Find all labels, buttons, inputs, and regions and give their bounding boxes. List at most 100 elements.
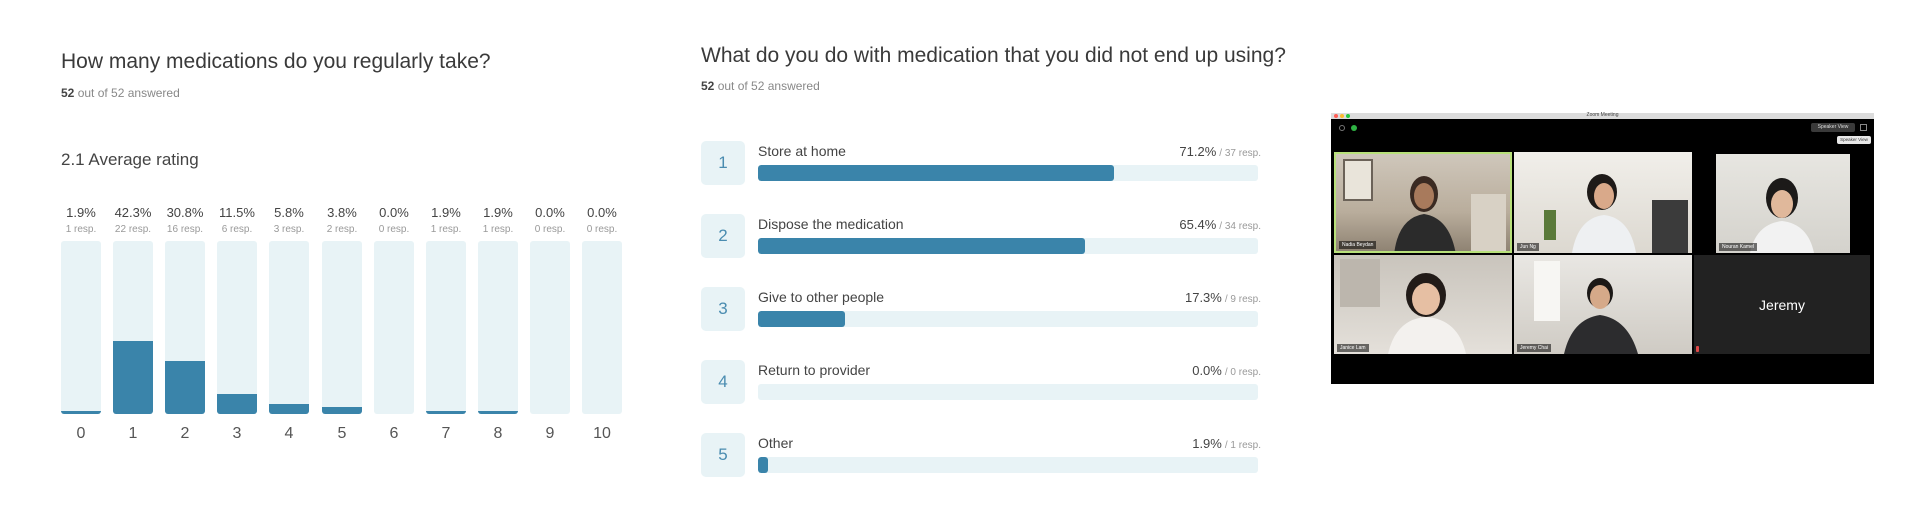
option-number: 5 xyxy=(701,433,745,477)
option-label: Dispose the medication xyxy=(758,216,904,232)
data-label-percent: 5.8% xyxy=(274,205,304,220)
histogram-answered-count: 52 out of 52 answered xyxy=(61,86,180,100)
option-percent: 71.2%/ 37 resp. xyxy=(1179,144,1261,159)
histogram-column: 1.9% 1 resp. 8 xyxy=(478,0,518,530)
participant-tile[interactable]: Nadia Beydan xyxy=(1334,152,1512,253)
bar-track xyxy=(758,238,1258,254)
participant-tile[interactable]: Jeremy xyxy=(1694,255,1870,354)
fullscreen-icon[interactable] xyxy=(1860,124,1867,131)
bar-track xyxy=(426,241,466,414)
x-tick-label: 9 xyxy=(545,425,555,442)
option-label: Return to provider xyxy=(758,362,871,378)
data-label-percent: 1.9% xyxy=(1192,436,1222,451)
x-tick-label: 0 xyxy=(76,425,86,442)
bar-track xyxy=(269,241,309,414)
bar-track xyxy=(61,241,101,414)
histogram-column: 11.5% 6 resp. 3 xyxy=(217,0,257,530)
muted-mic-icon xyxy=(1696,346,1699,352)
bar-track xyxy=(758,457,1258,473)
answered-number: 52 xyxy=(61,86,75,100)
participant-video xyxy=(1750,178,1814,253)
option-label: Other xyxy=(758,435,794,451)
close-window-icon[interactable] xyxy=(1334,114,1338,118)
x-tick-label: 2 xyxy=(180,425,190,442)
bar xyxy=(165,360,205,414)
data-label-responses: / 1 resp. xyxy=(1224,440,1261,451)
data-label-responses: 1 resp. xyxy=(430,224,462,235)
bar xyxy=(758,457,768,473)
option-label: Give to other people xyxy=(758,289,885,305)
x-tick-label: 10 xyxy=(593,425,611,442)
meeting-window-title: Zoom Meeting xyxy=(1586,112,1619,118)
bar-track xyxy=(374,241,414,414)
x-tick-label: 7 xyxy=(441,425,451,442)
data-label-percent: 65.4% xyxy=(1179,217,1217,232)
histogram-column: 42.3% 22 resp. 1 xyxy=(113,0,153,530)
participant-tile[interactable]: Jun Ng xyxy=(1514,152,1692,253)
bar xyxy=(113,340,153,414)
bar-track xyxy=(758,165,1258,181)
unused-medication-answered-count: 52 out of 52 answered xyxy=(701,79,820,93)
histogram-column: 1.9% 1 resp. 0 xyxy=(61,0,101,530)
participant-video xyxy=(1343,159,1506,251)
bar xyxy=(758,238,1085,254)
participant-tile[interactable]: Jeremy Chai xyxy=(1514,255,1692,354)
data-label-percent: 11.5% xyxy=(219,205,255,220)
option-number: 4 xyxy=(701,360,745,404)
answer-option-row: 1 Store at home 71.2%/ 37 resp. xyxy=(701,141,1261,201)
x-tick-label: 6 xyxy=(389,425,399,442)
info-icon[interactable] xyxy=(1339,125,1345,131)
video-meeting-window: Zoom Meeting Speaker View Speaker View N… xyxy=(1331,112,1874,384)
bar-track xyxy=(165,241,205,414)
histogram-column: 3.8% 2 resp. 5 xyxy=(322,0,362,530)
average-rating: 2.1 Average rating xyxy=(61,150,199,169)
data-label-percent: 0.0% xyxy=(1192,363,1222,378)
answered-suffix: out of 52 answered xyxy=(714,79,820,93)
speaker-view-button[interactable]: Speaker View xyxy=(1811,123,1855,132)
answered-suffix: out of 52 answered xyxy=(74,86,180,100)
histogram-column: 0.0% 0 resp. 6 xyxy=(374,0,414,530)
participant-name: Jun Ng xyxy=(1517,243,1539,251)
bar xyxy=(217,394,257,414)
bar xyxy=(758,311,845,327)
data-label-responses: / 0 resp. xyxy=(1224,367,1261,378)
bar xyxy=(269,404,309,414)
data-label-responses: 3 resp. xyxy=(273,224,305,235)
bar xyxy=(758,165,1114,181)
data-label-responses: 2 resp. xyxy=(326,224,358,235)
data-label-responses: / 9 resp. xyxy=(1224,294,1261,305)
bar-track xyxy=(758,311,1258,327)
data-label-responses: 16 resp. xyxy=(166,224,204,235)
answered-number: 52 xyxy=(701,79,715,93)
data-label-responses: 6 resp. xyxy=(221,224,253,235)
data-label-responses: 0 resp. xyxy=(534,224,566,235)
participant-name: Nadia Beydan xyxy=(1339,241,1377,249)
bar-track xyxy=(530,241,570,414)
minimize-window-icon[interactable] xyxy=(1340,114,1344,118)
participant-tile[interactable]: Janice Lam xyxy=(1334,255,1512,354)
data-label-percent: 1.9% xyxy=(66,205,96,220)
histogram-column: 0.0% 0 resp. 10 xyxy=(582,0,622,530)
participant-tile[interactable]: Nouran Kamel xyxy=(1716,154,1850,253)
option-number: 1 xyxy=(701,141,745,185)
data-label-responses: 22 resp. xyxy=(114,224,152,235)
histogram-column: 1.9% 1 resp. 7 xyxy=(426,0,466,530)
data-label-percent: 0.0% xyxy=(587,205,617,220)
answer-option-row: 2 Dispose the medication 65.4%/ 34 resp. xyxy=(701,214,1261,274)
bar-track xyxy=(113,241,153,414)
security-shield-icon[interactable] xyxy=(1351,125,1357,131)
bar-track xyxy=(758,384,1258,400)
x-tick-label: 8 xyxy=(493,425,503,442)
answer-option-row: 4 Return to provider 0.0%/ 0 resp. xyxy=(701,360,1261,420)
option-number: 2 xyxy=(701,214,745,258)
bar xyxy=(478,410,518,414)
data-label-percent: 17.3% xyxy=(1184,290,1222,305)
data-label-responses: 1 resp. xyxy=(482,224,514,235)
data-label-responses: / 37 resp. xyxy=(1219,148,1261,159)
data-label-responses: 0 resp. xyxy=(586,224,618,235)
answer-option-row: 3 Give to other people 17.3%/ 9 resp. xyxy=(701,287,1261,347)
x-tick-label: 1 xyxy=(128,425,138,442)
maximize-window-icon[interactable] xyxy=(1346,114,1350,118)
bar-track xyxy=(478,241,518,414)
